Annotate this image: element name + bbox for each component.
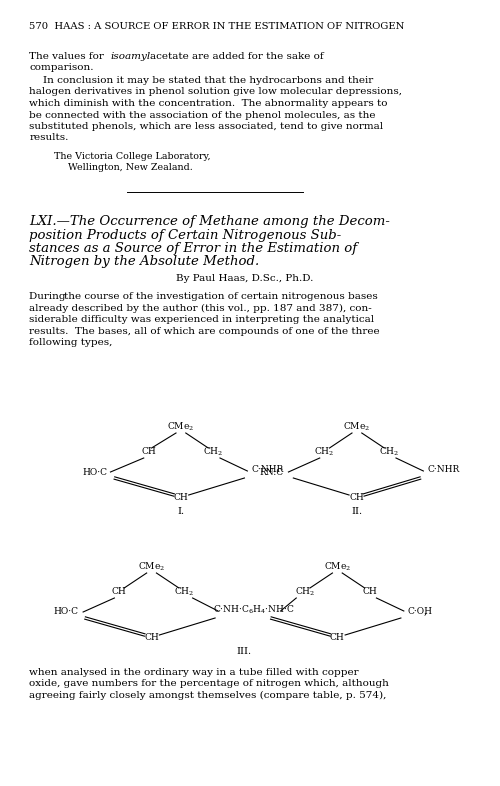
Text: $\mathregular{CH_2}$: $\mathregular{CH_2}$ — [379, 446, 400, 458]
Text: III.: III. — [237, 648, 252, 656]
Text: already described by the author (this vol., pp. 187 and 387), con-: already described by the author (this vo… — [30, 303, 372, 313]
Text: CH: CH — [330, 634, 344, 642]
Text: acetate are added for the sake of: acetate are added for the sake of — [150, 52, 323, 61]
Text: results.: results. — [30, 134, 68, 142]
Text: $\mathregular{CMe_2}$: $\mathregular{CMe_2}$ — [138, 560, 165, 573]
Text: $\mathregular{CMe_2}$: $\mathregular{CMe_2}$ — [168, 421, 194, 433]
Text: C·OH: C·OH — [408, 608, 432, 616]
Text: RN:C: RN:C — [260, 468, 283, 476]
Text: The values for: The values for — [30, 52, 108, 61]
Text: oxide, gave numbers for the percentage of nitrogen which, although: oxide, gave numbers for the percentage o… — [30, 680, 389, 689]
Text: C·NHR: C·NHR — [252, 465, 284, 475]
Text: when analysed in the ordinary way in a tube filled with copper: when analysed in the ordinary way in a t… — [30, 668, 359, 677]
Text: During: During — [30, 292, 69, 301]
Text: comparison.: comparison. — [30, 63, 94, 72]
Text: $\mathregular{CMe_2}$: $\mathregular{CMe_2}$ — [324, 560, 351, 573]
Text: the course of the investigation of certain nitrogenous bases: the course of the investigation of certa… — [64, 292, 378, 301]
Text: agreeing fairly closely amongst themselves (compare table, p. 574),: agreeing fairly closely amongst themselv… — [30, 691, 386, 700]
Text: CH: CH — [350, 494, 364, 502]
Text: $\mathregular{CH_2}$: $\mathregular{CH_2}$ — [314, 446, 335, 458]
Text: Wellington, New Zealand.: Wellington, New Zealand. — [68, 163, 193, 172]
Text: HO·C: HO·C — [53, 608, 78, 616]
Text: ,: , — [424, 605, 427, 615]
Text: halogen derivatives in phenol solution give low molecular depressions,: halogen derivatives in phenol solution g… — [30, 87, 402, 97]
Text: which diminish with the concentration.  The abnormality appears to: which diminish with the concentration. T… — [30, 99, 388, 108]
Text: stances as a Source of Error in the Estimation of: stances as a Source of Error in the Esti… — [30, 242, 357, 255]
Text: C·NH·C$_6$H$_4$·NH·C: C·NH·C$_6$H$_4$·NH·C — [214, 604, 295, 616]
Text: position Products of Certain Nitrogenous Sub-: position Products of Certain Nitrogenous… — [30, 229, 342, 241]
Text: LXI.—The Occurrence of Methane among the Decom-: LXI.—The Occurrence of Methane among the… — [30, 215, 390, 228]
Text: results.  The bases, all of which are compounds of one of the three: results. The bases, all of which are com… — [30, 326, 380, 336]
Text: CH: CH — [144, 634, 159, 642]
Text: $\mathregular{CH_2}$: $\mathregular{CH_2}$ — [203, 446, 224, 458]
Text: 570  HAAS : A SOURCE OF ERROR IN THE ESTIMATION OF NITROGEN: 570 HAAS : A SOURCE OF ERROR IN THE ESTI… — [30, 22, 404, 31]
Text: CH: CH — [174, 494, 188, 502]
Text: Nitrogen by the Absolute Method.: Nitrogen by the Absolute Method. — [30, 255, 260, 269]
Text: HO·C: HO·C — [82, 468, 108, 476]
Text: By Paul Haas, D.Sc., Ph.D.: By Paul Haas, D.Sc., Ph.D. — [176, 274, 313, 283]
Text: I.: I. — [178, 508, 184, 516]
Text: $\mathregular{CMe_2}$: $\mathregular{CMe_2}$ — [344, 421, 370, 433]
Text: The Victoria College Laboratory,: The Victoria College Laboratory, — [54, 152, 210, 161]
Text: $\mathregular{CH_2}$: $\mathregular{CH_2}$ — [174, 586, 194, 598]
Text: CH: CH — [112, 587, 126, 597]
Text: II.: II. — [352, 508, 362, 516]
Text: isoamyl: isoamyl — [110, 52, 150, 61]
Text: following types,: following types, — [30, 338, 112, 347]
Text: C·NHR: C·NHR — [428, 465, 460, 475]
Text: CH: CH — [141, 447, 156, 457]
Text: substituted phenols, which are less associated, tend to give normal: substituted phenols, which are less asso… — [30, 122, 384, 131]
Text: $\mathregular{CH_2}$: $\mathregular{CH_2}$ — [295, 586, 315, 598]
Text: be connected with the association of the phenol molecules, as the: be connected with the association of the… — [30, 111, 376, 119]
Text: In conclusion it may be stated that the hydrocarbons and their: In conclusion it may be stated that the … — [43, 76, 374, 85]
Text: siderable difficulty was experienced in interpreting the analytical: siderable difficulty was experienced in … — [30, 315, 374, 324]
Text: CH: CH — [362, 587, 377, 597]
